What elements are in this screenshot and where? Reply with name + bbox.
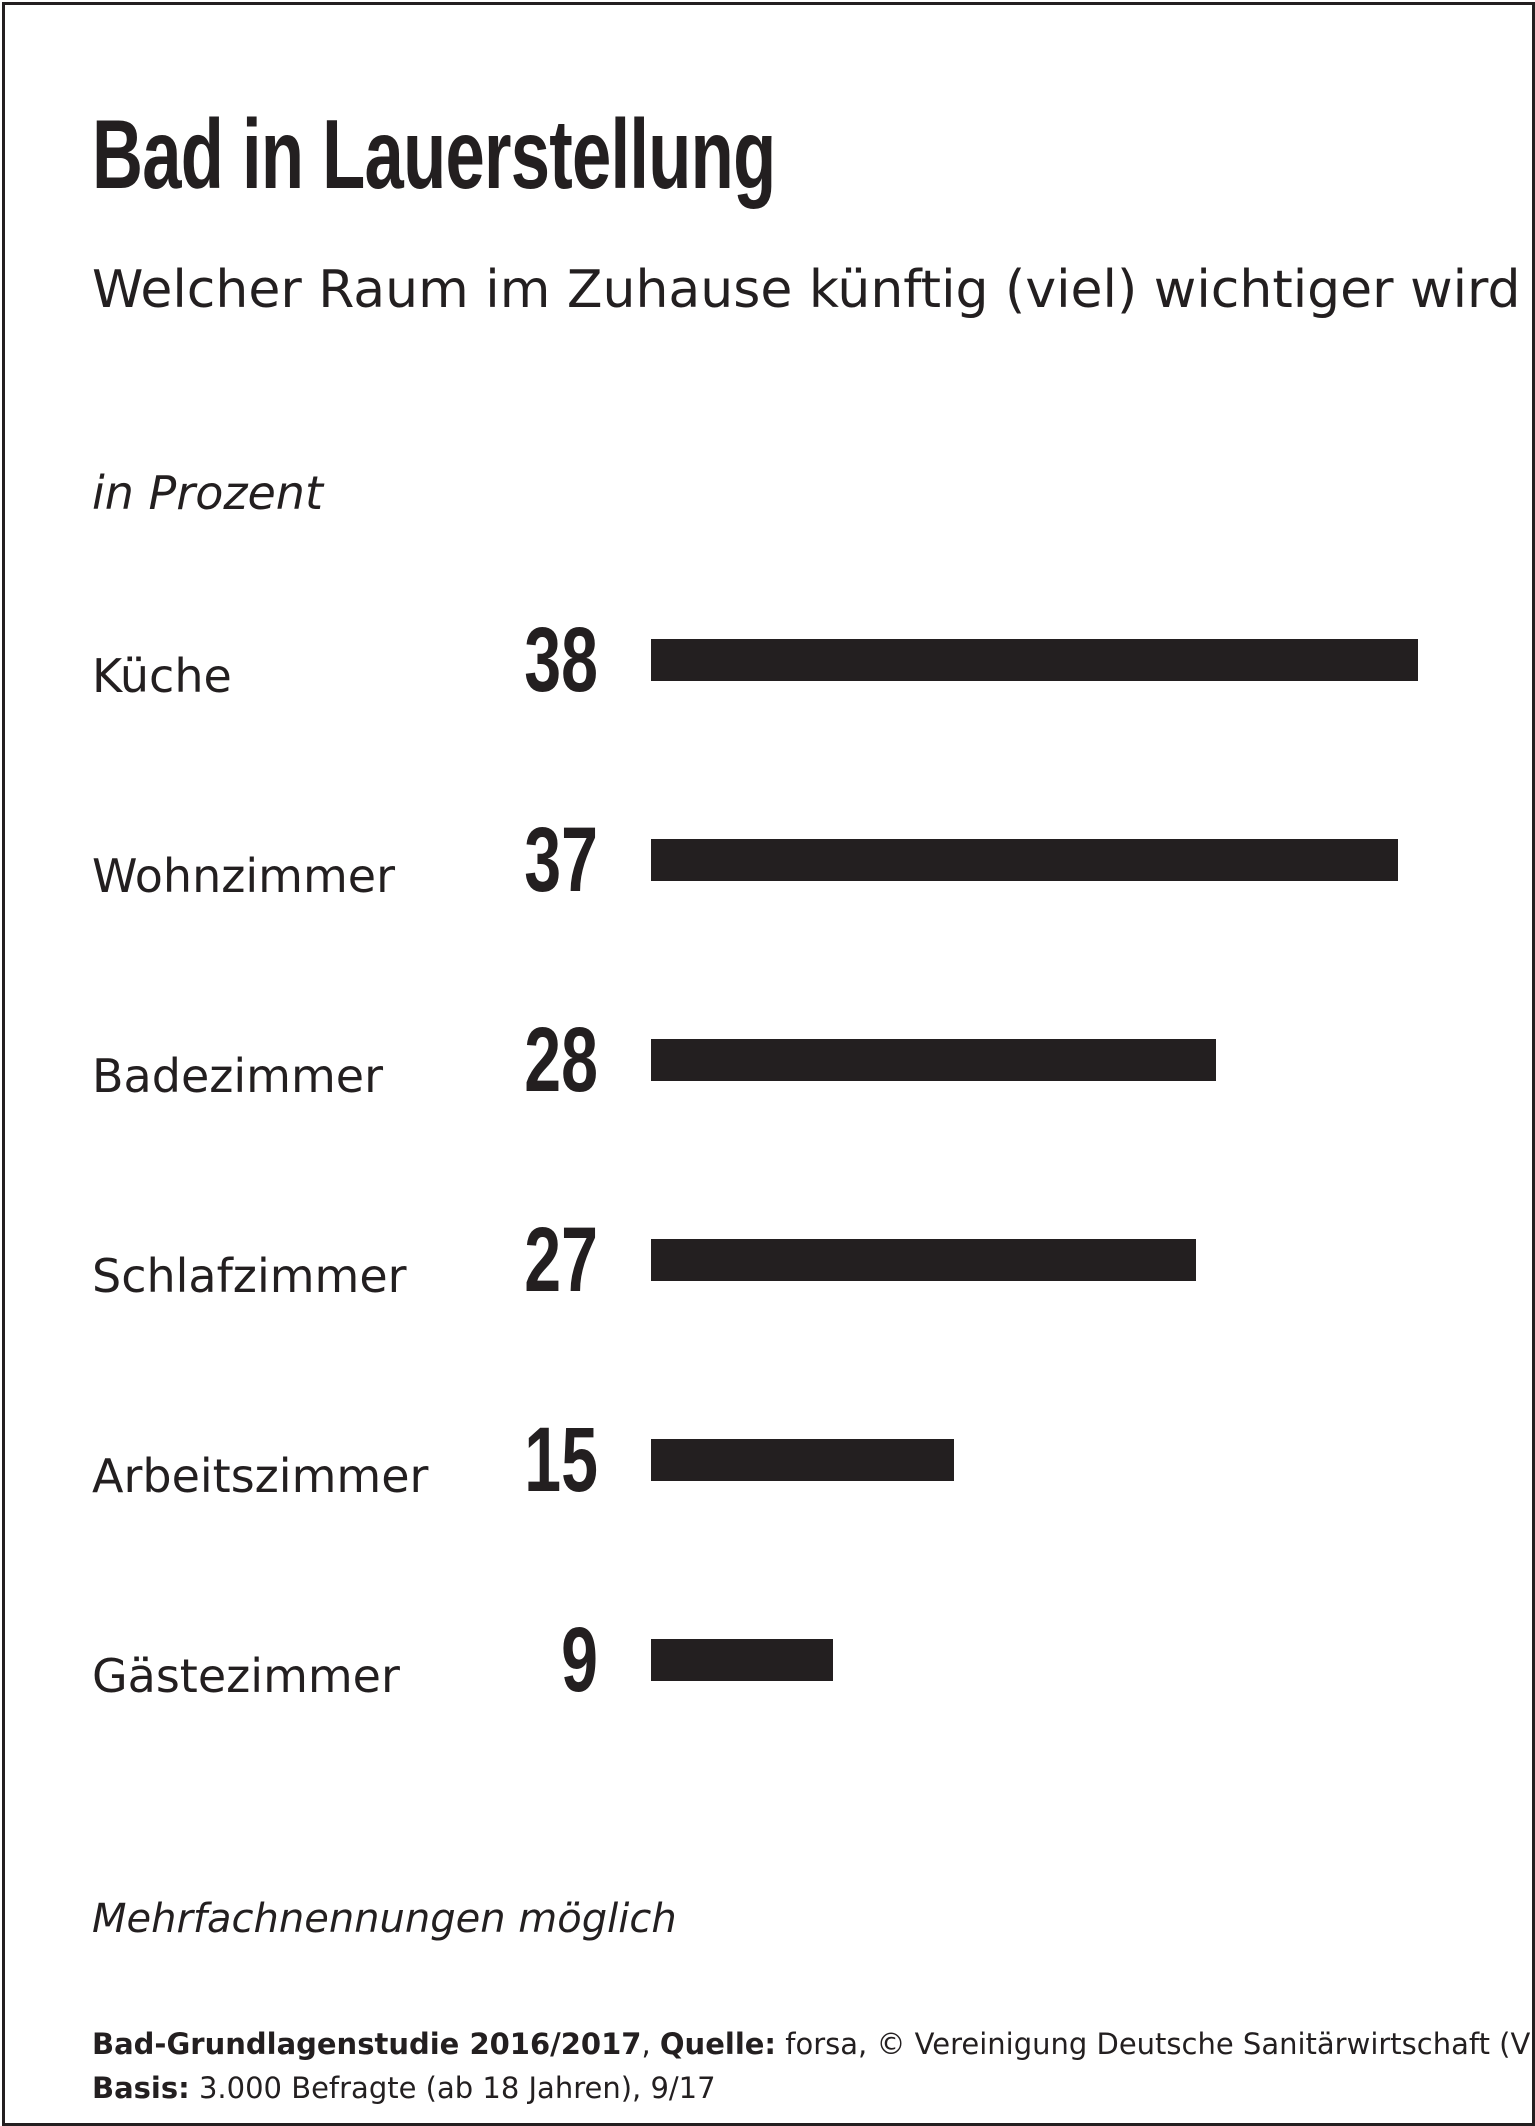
category-label: Schlafzimmer [92,1249,407,1303]
source-line-1: Bad-Grundlagenstudie 2016/2017, Quelle: … [92,2022,1535,2066]
category-label: Küche [92,649,232,703]
bar-row: Badezimmer 28 [92,1007,1216,1111]
source-note: Bad-Grundlagenstudie 2016/2017, Quelle: … [92,2022,1535,2110]
category-label: Gästezimmer [92,1649,400,1703]
bar-chart: Küche 38 Wohnzimmer 37 Badezimmer 28 Schlafzim… [0,590,1535,1760]
bar-row: Wohnzimmer 37 [92,807,1398,911]
value-label: 15 [524,1407,598,1510]
value-label: 27 [524,1207,598,1310]
basis-label: Basis: [92,2071,190,2105]
bar [651,839,1398,881]
bar-row: Küche 38 [92,607,1418,711]
footnote: Mehrfachnennungen möglich [92,1896,677,1942]
category-label: Arbeitszimmer [92,1449,429,1503]
chart-subtitle: Welcher Raum im Zuhause künftig (viel) w… [92,260,1521,320]
bar-row: Arbeitszimmer 15 [92,1407,954,1511]
value-label: 38 [524,607,598,710]
study-separator: , [641,2027,660,2061]
bar [651,1039,1216,1081]
source-label: Quelle: [659,2027,777,2061]
category-label: Badezimmer [92,1049,383,1103]
study-label: Bad-Grundlagenstudie 2016/2017 [92,2027,642,2061]
category-label: Wohnzimmer [92,849,395,903]
basis-text: 3.000 Befragte (ab 18 Jahren), 9/17 [189,2071,716,2105]
unit-label: in Prozent [92,466,323,520]
bar [651,639,1418,681]
chart-title: Bad in Lauerstellung [92,99,776,209]
bar-row: Gästezimmer 9 [92,1607,833,1711]
bar [651,1439,954,1481]
bar-chart-svg: Küche 38 Wohnzimmer 37 Badezimmer 28 Schlafzim… [92,607,1418,1711]
value-label: 9 [561,1607,598,1710]
bar [651,1239,1196,1281]
source-line-2: Basis: 3.000 Befragte (ab 18 Jahren), 9/… [92,2066,1535,2110]
source-text: forsa, © Vereinigung Deutsche Sanitärwir… [776,2027,1535,2061]
value-label: 37 [524,807,598,910]
bar [651,1639,833,1681]
bar-row: Schlafzimmer 27 [92,1207,1196,1311]
value-label: 28 [524,1007,598,1110]
